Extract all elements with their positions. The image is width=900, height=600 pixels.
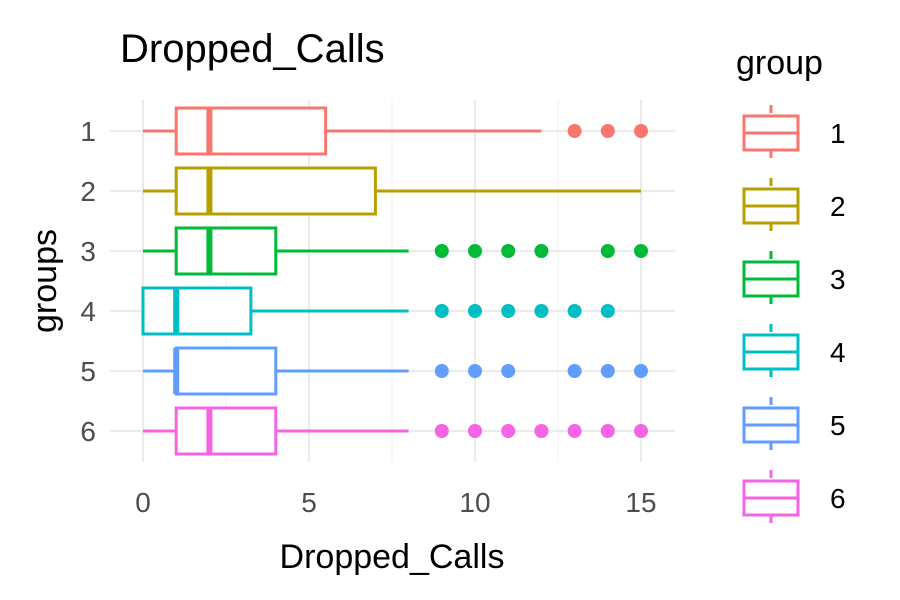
y-tick-label: 4: [80, 296, 96, 327]
x-tick-label: 10: [459, 487, 490, 518]
boxplots: [141, 106, 648, 456]
outlier-point: [468, 304, 482, 318]
y-tick-label: 6: [80, 416, 96, 447]
boxplot-group-4: [141, 286, 615, 336]
y-tick-label: 1: [80, 116, 96, 147]
boxplot-group-5: [143, 346, 648, 396]
outlier-point: [501, 424, 516, 438]
outlier-point: [567, 304, 582, 318]
outlier-point: [567, 124, 582, 138]
y-tick-label: 5: [80, 356, 96, 387]
legend-label: 2: [830, 191, 846, 222]
outlier-point: [600, 304, 615, 318]
boxplot-group-1: [143, 106, 648, 156]
legend-label: 4: [830, 337, 846, 368]
boxplot-group-3: [143, 226, 648, 276]
boxplot-group-2: [143, 166, 641, 216]
iqr-box: [174, 226, 278, 276]
outlier-point: [634, 364, 648, 378]
iqr-box: [174, 346, 278, 396]
legend-label: 3: [830, 264, 846, 295]
outlier-point: [534, 244, 549, 258]
outlier-point: [434, 424, 449, 438]
outlier-point: [567, 364, 582, 378]
iqr-box: [174, 166, 377, 216]
y-tick-label: 3: [80, 236, 96, 267]
outlier-point: [501, 304, 516, 318]
legend-label: 5: [830, 410, 846, 441]
outlier-point: [600, 244, 615, 258]
outlier-point: [634, 424, 648, 438]
x-tick-label: 5: [301, 487, 317, 518]
legend-title: group: [736, 44, 823, 82]
iqr-box: [174, 406, 278, 456]
outlier-point: [468, 244, 482, 258]
legend-item-1: 1: [742, 105, 846, 161]
boxplot-group-6: [143, 406, 648, 456]
legend-label: 6: [830, 483, 846, 514]
outlier-point: [600, 364, 615, 378]
legend-item-2: 2: [742, 178, 846, 234]
y-tick-label: 2: [80, 176, 96, 207]
outlier-point: [434, 364, 449, 378]
iqr-box: [141, 286, 253, 336]
outlier-point: [534, 304, 549, 318]
outlier-point: [501, 244, 516, 258]
y-axis-title: groups: [26, 229, 64, 333]
legend: 1 2 3 4 5 6: [742, 105, 846, 526]
axis-ticks: 0 5 10 15 1 2 3 4 5 6: [80, 116, 656, 518]
x-tick-label: 0: [135, 487, 151, 518]
legend-item-6: 6: [742, 470, 846, 526]
outlier-point: [434, 304, 449, 318]
outlier-point: [468, 424, 482, 438]
outlier-point: [634, 244, 648, 258]
legend-item-4: 4: [742, 324, 846, 380]
outlier-point: [534, 424, 549, 438]
legend-item-3: 3: [742, 251, 846, 307]
x-axis-title: Dropped_Calls: [280, 538, 505, 576]
outlier-point: [501, 364, 516, 378]
x-tick-label: 15: [625, 487, 656, 518]
outlier-point: [634, 124, 648, 138]
outlier-point: [434, 244, 449, 258]
outlier-point: [600, 424, 615, 438]
chart-title: Dropped_Calls: [120, 27, 385, 71]
outlier-point: [468, 364, 482, 378]
outlier-point: [600, 124, 615, 138]
outlier-point: [567, 424, 582, 438]
legend-item-5: 5: [742, 397, 846, 453]
iqr-box: [174, 106, 328, 156]
legend-label: 1: [830, 118, 846, 149]
